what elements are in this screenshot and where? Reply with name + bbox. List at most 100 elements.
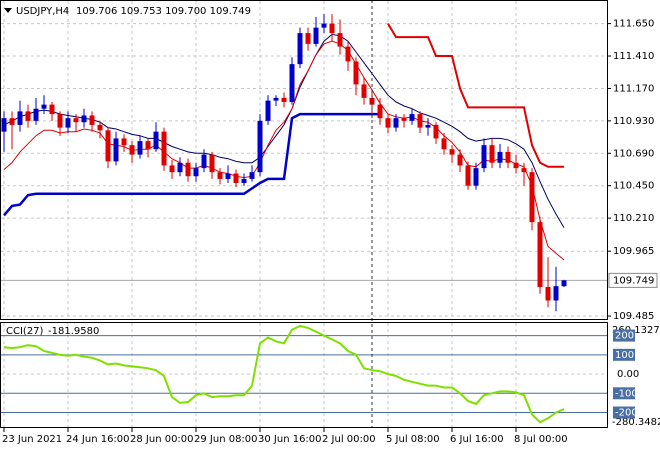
y-tick-label: 110.930 [613, 116, 654, 127]
indicator-line [3, 112, 380, 217]
candle-body [281, 97, 287, 102]
x-tick-label: 30 Jun 16:00 [258, 434, 322, 445]
cci-line [3, 324, 565, 424]
x-tick-label: 8 Jul 00:00 [514, 434, 568, 445]
candle-body [177, 162, 183, 173]
y-tick-label: 111.410 [613, 51, 654, 62]
candle-body [33, 108, 39, 121]
candle-body [241, 178, 247, 183]
candle-body [265, 100, 271, 121]
cci-tick-label: 200 [615, 331, 634, 342]
y-tick-label: 109.485 [613, 311, 654, 322]
candle-body [497, 151, 503, 163]
candle-body [321, 23, 327, 28]
candle-body [457, 154, 463, 166]
candle-body [489, 145, 495, 163]
candle-body [505, 151, 511, 163]
candle-body [97, 124, 103, 131]
candle-body [9, 118, 15, 125]
y-tick-label: 110.450 [613, 181, 654, 192]
candle-body [417, 114, 423, 128]
candle-body [353, 61, 359, 85]
y-tick-label: 111.650 [613, 19, 654, 30]
candle-body [217, 172, 223, 179]
candle-body [25, 111, 31, 121]
candle-body [345, 46, 351, 62]
cci-frame [0, 322, 608, 428]
main-frame [0, 0, 608, 320]
candle-body [17, 111, 23, 125]
cci-level-box [613, 348, 635, 361]
candle-body [361, 84, 367, 98]
last-price-label: 109.749 [613, 275, 654, 286]
candle-body [225, 173, 231, 179]
last-price-box [608, 272, 658, 288]
candle-body [449, 149, 455, 155]
candle-body [113, 138, 119, 162]
candle-body [121, 138, 127, 146]
indicator-line [3, 33, 565, 228]
candle-body [81, 115, 87, 123]
candle-body [65, 118, 71, 128]
candle-body [153, 131, 159, 150]
candle-body [473, 168, 479, 186]
candle-body [297, 33, 303, 65]
candle-body [89, 115, 95, 125]
candle-body [513, 162, 519, 169]
candle-body [161, 131, 167, 166]
candle-body [73, 118, 79, 123]
candle-body [201, 154, 207, 169]
cci-tick-label: 0.00 [617, 369, 639, 380]
candle-body [313, 27, 319, 44]
cci-max-label: 260.1327 [612, 325, 660, 336]
cci-tick-label: -100 [615, 388, 638, 399]
candle-body [49, 104, 55, 115]
y-tick-label: 109.965 [613, 246, 654, 257]
candle-body [401, 118, 407, 121]
cci-tick-label: -200 [615, 408, 638, 419]
y-tick-label: 111.170 [613, 83, 654, 94]
candle-body [249, 172, 255, 179]
candle-body [385, 118, 391, 128]
x-tick-label: 23 Jun 2021 [2, 434, 62, 445]
cci-level-box [613, 329, 635, 342]
candle-body [521, 168, 527, 173]
candle-body [377, 104, 383, 119]
candle-body [537, 222, 543, 287]
candle-body [289, 64, 295, 102]
cci-tick-label: 100 [615, 350, 634, 361]
candle-body [41, 104, 47, 109]
candle-body [329, 23, 335, 34]
candle-body [57, 114, 63, 128]
candle-body [137, 141, 143, 155]
candle-body [129, 145, 135, 155]
x-tick-label: 24 Jun 16:00 [66, 434, 130, 445]
candle-body [193, 168, 199, 177]
y-tick-label: 110.690 [613, 148, 654, 159]
x-tick-label: 28 Jun 00:00 [130, 434, 194, 445]
candle-body [441, 138, 447, 150]
candle-body [553, 286, 559, 301]
candle-body [409, 114, 415, 121]
plot [1, 14, 567, 424]
candle-body [169, 165, 175, 173]
candle-body [393, 118, 399, 128]
cci-level-box [613, 406, 635, 419]
candle-body [425, 124, 431, 128]
candle-body [433, 124, 439, 139]
grid [1, 1, 607, 427]
y-tick-label: 110.210 [613, 213, 654, 224]
x-tick-label: 6 Jul 16:00 [450, 434, 504, 445]
candle-body [105, 130, 111, 162]
indicator-line [3, 40, 565, 261]
candle-body [465, 165, 471, 186]
candle-body [1, 118, 7, 132]
cci-value: -181.9580 [48, 326, 99, 337]
candle-body [481, 145, 487, 169]
cci-name: CCI(27) [6, 326, 44, 337]
x-tick-label: 2 Jul 00:00 [322, 434, 376, 445]
candle-body [545, 286, 551, 301]
candle-body [529, 172, 535, 223]
